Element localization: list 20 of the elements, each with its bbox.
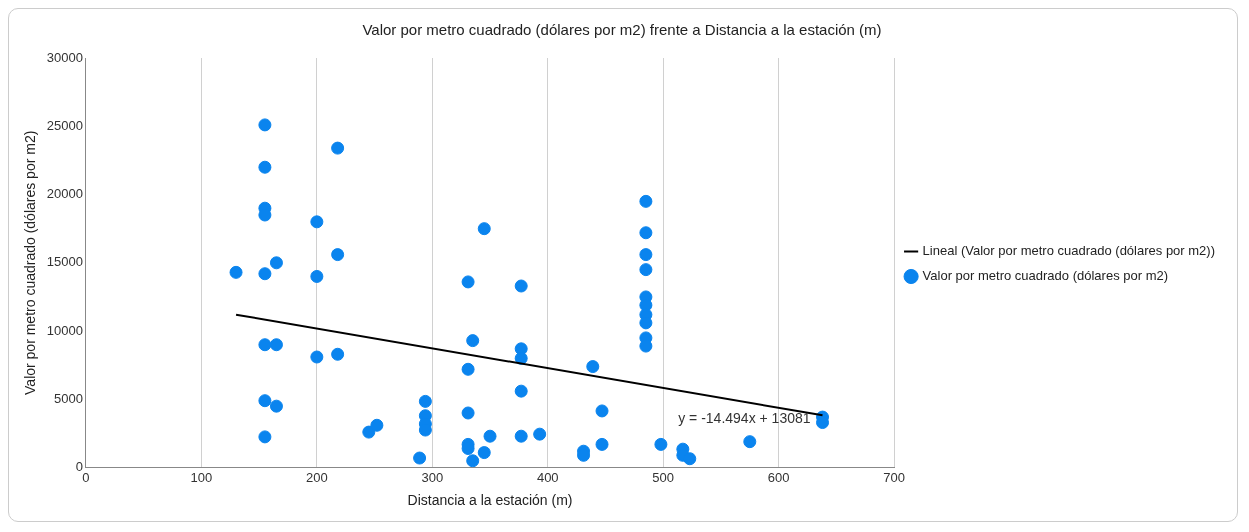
y-tick-label: 10000 bbox=[46, 322, 83, 338]
y-tick-label: 0 bbox=[75, 459, 83, 475]
x-tick-label: 400 bbox=[536, 469, 559, 485]
y-tick-label: 25000 bbox=[46, 117, 83, 133]
y-tick-label: 5000 bbox=[54, 390, 83, 406]
chart-title: Valor por metro cuadrado (dólares por m2) frente a Distancia a la estación (m) bbox=[362, 21, 882, 39]
y-tick-label: 15000 bbox=[46, 254, 83, 270]
x-tick-label: 300 bbox=[421, 469, 444, 485]
y-axis-title: Valor por metro cuadrado (dólares por m2) bbox=[22, 130, 39, 395]
x-tick-label: 600 bbox=[767, 469, 790, 485]
annotation: y = -14.494x + 13081 bbox=[678, 410, 811, 427]
legend-label: Valor por metro cuadrado (dólares por m2) bbox=[922, 268, 1169, 284]
x-tick-label: 700 bbox=[883, 469, 905, 485]
x-axis-title: Distancia a la estación (m) bbox=[407, 492, 573, 509]
y-tick-label: 20000 bbox=[46, 186, 83, 202]
x-tick-label: 100 bbox=[190, 469, 213, 485]
y-tick-label: 30000 bbox=[46, 49, 83, 65]
x-tick-label: 200 bbox=[306, 469, 328, 485]
legend-label: Lineal (Valor por metro cuadrado (dólares por m2)) bbox=[922, 243, 1216, 259]
x-tick-label: 500 bbox=[652, 469, 675, 485]
